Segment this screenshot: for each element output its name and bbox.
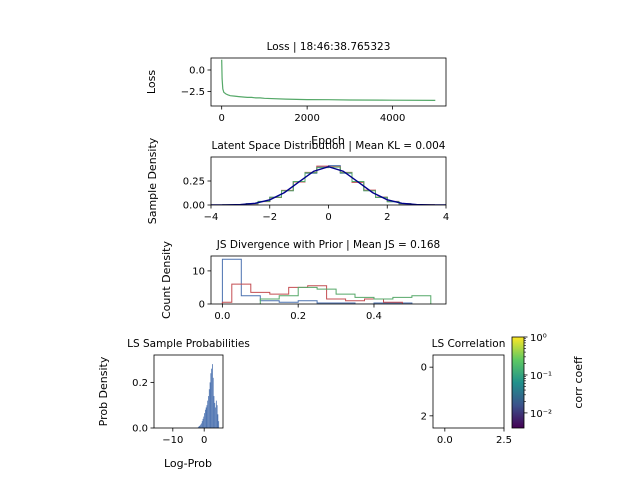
latent-series-step [222, 166, 435, 205]
prob-ytick-label: 0.0 [132, 424, 148, 435]
latent-ylabel: Sample Density [146, 137, 159, 224]
prob-hist-bar [212, 364, 213, 428]
corr-ytick-label: 0 [421, 363, 427, 374]
prob-hist-bar [215, 407, 216, 428]
prob-hist-bar [216, 405, 218, 428]
js-xtick-label: 0.4 [366, 311, 382, 322]
js-series-step [221, 258, 413, 304]
prob-hist-bar [217, 414, 219, 428]
prob-hist-bar [214, 402, 216, 428]
colorbar-label: corr coeff [572, 356, 585, 409]
prob-frame [153, 354, 224, 429]
loss-axes: 0 2000 4000 0.0 −2.5 Loss | 18:46:38.765323 Lo… [145, 41, 405, 147]
loss-xtick-label: 4000 [380, 113, 405, 124]
js-series-step [259, 286, 432, 304]
prob-hist-bar [213, 396, 215, 428]
prob-hist-bar [199, 425, 201, 428]
loss-ytick-label: −2.5 [181, 87, 205, 98]
prob-hist-bar [204, 409, 206, 428]
prob-hist-bar [209, 382, 211, 428]
prob-ylabel: Prob Density [97, 356, 110, 426]
latent-ytick-label: 0.00 [183, 201, 205, 212]
prob-ytick-label: 0.2 [132, 378, 148, 389]
colorbar-tick-label: 10⁻¹ [530, 371, 552, 382]
prob-hist-bar [206, 405, 208, 428]
js-ytick-label: 0 [199, 300, 205, 311]
prob-hist-bar [204, 413, 205, 428]
latent-ytick-label: 0.25 [183, 177, 205, 188]
latent-xtick-label: 4 [443, 212, 449, 223]
colorbar [512, 337, 524, 428]
prob-hist-bar [218, 421, 220, 428]
latent-xtick-label: 2 [384, 212, 390, 223]
corr-frame [432, 354, 505, 429]
latent-xtick-label: 0 [325, 212, 331, 223]
prob-hist-bar [205, 407, 207, 428]
latent-series-step [222, 165, 435, 205]
loss-series-line [221, 59, 436, 101]
loss-ylabel: Loss [145, 70, 158, 94]
prob-hist-bar [215, 400, 217, 428]
prob-xtick-label: −10 [162, 435, 183, 446]
js-xtick-label: 0.2 [290, 311, 306, 322]
corr-title: LS Correlation [432, 338, 506, 350]
colorbar-frame [511, 336, 525, 429]
js-axes: 0.0 0.2 0.4 0 10 JS Divergence with Prior | M… [160, 239, 440, 322]
prob-axes: −10 0 0.0 0.2 LS Sample Probabilities Prob De… [97, 338, 250, 470]
js-ylabel: Count Density [160, 241, 173, 319]
latent-xtick-label: −2 [262, 212, 277, 223]
prob-hist-bar [200, 424, 202, 428]
prob-hist-bar [198, 426, 200, 428]
colorbar-tick-label: 10⁻² [530, 409, 552, 420]
corr-axes: 0.0 2.5 0 2 LS Correlation [421, 338, 512, 446]
prob-hist-bar [207, 400, 209, 428]
latent-title: Latent Space Distribution | Mean KL = 0.… [212, 140, 446, 152]
latent-axes: −4 −2 0 2 4 0.00 0.25 Latent Space Distribution… [146, 137, 449, 224]
prob-hist-bar [210, 373, 212, 428]
loss-xtick-label: 2000 [294, 113, 319, 124]
latent-prior-curve [211, 165, 446, 205]
prob-hist-bar [208, 389, 210, 428]
corr-xtick-label: 0.0 [437, 435, 453, 446]
prob-hist-bar [212, 377, 214, 428]
prob-title: LS Sample Probabilities [127, 338, 250, 350]
js-title: JS Divergence with Prior | Mean JS = 0.1… [216, 239, 440, 251]
latent-xtick-label: −4 [204, 212, 219, 223]
loss-frame [210, 57, 447, 107]
loss-ytick-label: 0.0 [189, 66, 205, 77]
colorbar-tick-label: 10⁰ [530, 333, 547, 344]
prob-xlabel: Log-Prob [164, 457, 212, 470]
prob-xtick-label: 0 [201, 435, 207, 446]
prob-hist-bar [202, 418, 204, 428]
corr-xtick-label: 2.5 [496, 435, 512, 446]
prob-hist-bar [201, 423, 202, 428]
loss-xtick-label: 0 [218, 113, 224, 124]
loss-title: Loss | 18:46:38.765323 [267, 41, 391, 53]
prob-hist-bar [208, 396, 209, 428]
corr-ytick-label: 2 [421, 411, 427, 422]
prob-hist-bar [197, 427, 199, 428]
latent-series-step [222, 165, 435, 205]
js-ytick-label: 10 [192, 266, 205, 277]
prob-hist-bar [201, 421, 203, 428]
loss-xlabel: Epoch [311, 134, 345, 147]
js-xtick-label: 0.0 [214, 311, 230, 322]
js-frame [210, 255, 447, 305]
prob-hist-bar [203, 416, 205, 428]
prob-hist-bar [211, 368, 213, 428]
latent-frame [210, 156, 447, 206]
